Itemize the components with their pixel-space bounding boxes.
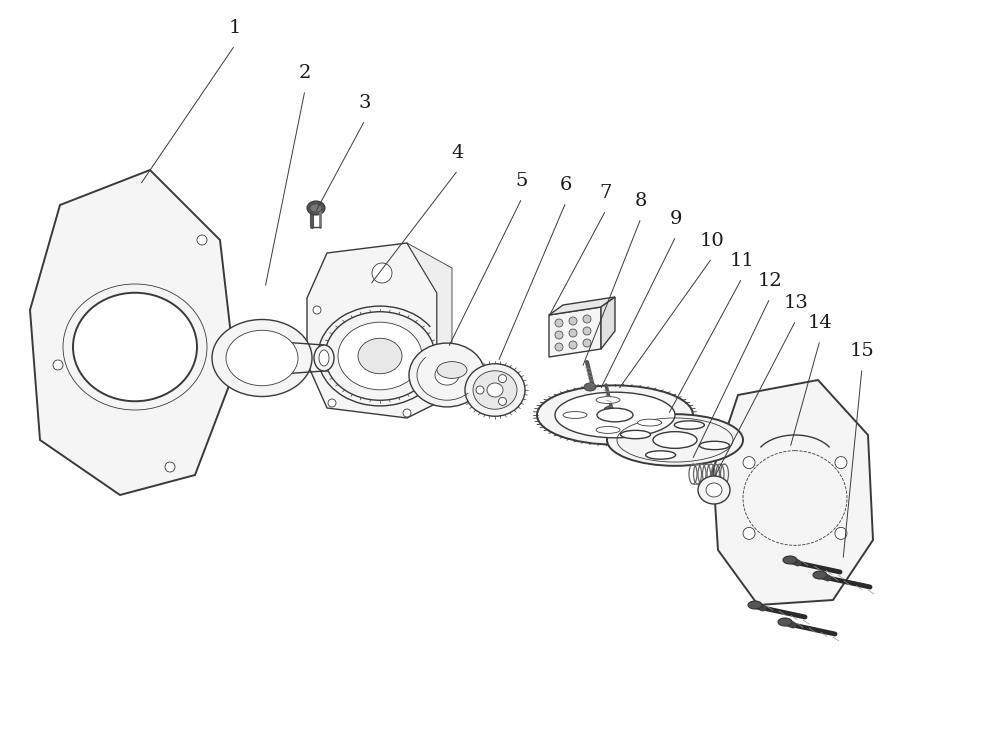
Circle shape: [53, 360, 63, 370]
Ellipse shape: [314, 345, 334, 371]
Ellipse shape: [537, 385, 693, 445]
Circle shape: [583, 339, 591, 347]
Circle shape: [743, 456, 755, 469]
Ellipse shape: [226, 330, 298, 386]
Circle shape: [569, 341, 577, 349]
Ellipse shape: [73, 293, 197, 401]
Ellipse shape: [596, 397, 620, 404]
Ellipse shape: [325, 312, 435, 401]
Text: 4: 4: [452, 144, 464, 162]
Ellipse shape: [638, 419, 662, 426]
Text: 9: 9: [670, 210, 682, 228]
Ellipse shape: [487, 383, 503, 397]
Ellipse shape: [646, 451, 676, 459]
Circle shape: [743, 528, 755, 539]
Ellipse shape: [409, 343, 485, 407]
Ellipse shape: [212, 320, 312, 396]
Text: 3: 3: [359, 94, 371, 112]
Circle shape: [498, 375, 507, 383]
Ellipse shape: [813, 571, 827, 579]
Text: 10: 10: [700, 232, 724, 250]
Ellipse shape: [596, 426, 620, 434]
Text: 5: 5: [516, 172, 528, 190]
Circle shape: [403, 409, 411, 417]
Polygon shape: [30, 170, 235, 495]
Ellipse shape: [358, 338, 402, 373]
Circle shape: [569, 317, 577, 325]
Ellipse shape: [319, 350, 329, 366]
Circle shape: [569, 329, 577, 337]
Ellipse shape: [435, 365, 459, 385]
Polygon shape: [407, 243, 452, 403]
Ellipse shape: [597, 408, 633, 422]
Polygon shape: [549, 297, 615, 315]
Ellipse shape: [607, 414, 743, 466]
Text: 6: 6: [560, 176, 572, 194]
Ellipse shape: [748, 601, 762, 609]
Polygon shape: [601, 297, 615, 349]
Circle shape: [555, 319, 563, 327]
Ellipse shape: [604, 406, 614, 414]
Circle shape: [165, 462, 175, 472]
Ellipse shape: [465, 364, 525, 416]
Text: 15: 15: [850, 342, 874, 360]
Ellipse shape: [584, 383, 596, 391]
Ellipse shape: [778, 618, 792, 626]
Ellipse shape: [563, 412, 587, 418]
Ellipse shape: [473, 370, 517, 409]
Circle shape: [197, 235, 207, 245]
Circle shape: [835, 528, 847, 539]
Text: 12: 12: [758, 272, 782, 290]
Circle shape: [583, 315, 591, 323]
Circle shape: [498, 398, 507, 406]
Text: 7: 7: [600, 184, 612, 202]
Ellipse shape: [699, 441, 729, 450]
Ellipse shape: [437, 362, 467, 379]
Circle shape: [835, 456, 847, 469]
Ellipse shape: [698, 476, 730, 504]
Ellipse shape: [653, 431, 697, 448]
Text: 11: 11: [730, 252, 754, 270]
Text: 13: 13: [784, 294, 808, 312]
Ellipse shape: [674, 421, 704, 429]
Ellipse shape: [621, 431, 651, 439]
Ellipse shape: [338, 322, 422, 390]
Circle shape: [372, 263, 392, 283]
Circle shape: [583, 327, 591, 335]
Ellipse shape: [307, 201, 325, 215]
Ellipse shape: [706, 483, 722, 497]
Text: 8: 8: [635, 192, 647, 210]
Text: 1: 1: [229, 19, 241, 37]
Text: 2: 2: [299, 64, 311, 82]
Ellipse shape: [783, 556, 797, 564]
Ellipse shape: [310, 204, 322, 212]
Polygon shape: [307, 243, 437, 418]
Circle shape: [328, 399, 336, 407]
Polygon shape: [549, 307, 601, 357]
Circle shape: [555, 343, 563, 351]
Circle shape: [313, 306, 321, 314]
Circle shape: [476, 386, 484, 394]
Ellipse shape: [555, 392, 675, 438]
Polygon shape: [713, 380, 873, 605]
Text: 14: 14: [808, 314, 832, 332]
Circle shape: [555, 331, 563, 339]
